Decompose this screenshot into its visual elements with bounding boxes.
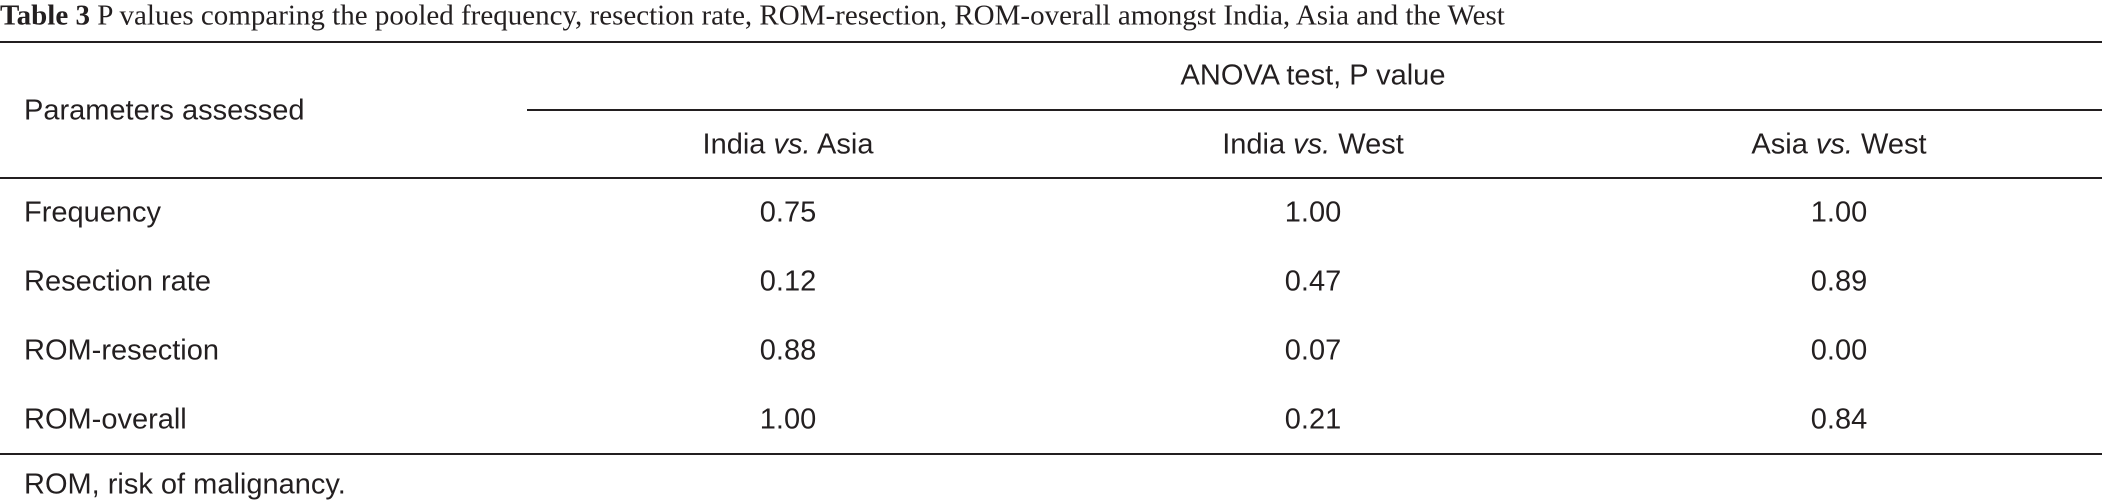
column-header-left: India [1222,128,1286,161]
row-label: ROM-resection [24,334,219,367]
column-header-right: West [1338,128,1404,161]
cell-value: 1.00 [759,403,817,436]
cell-value: 1.00 [1810,196,1868,229]
top-rule [0,41,2102,43]
caption-text: P values comparing the pooled frequency,… [97,0,1505,32]
group-header: ANOVA test, P value [1180,59,1446,92]
column-header: Asia vs. West [1751,128,1927,161]
footnote: ROM, risk of malignancy. [24,468,346,501]
table-caption: Table 3 P values comparing the pooled fr… [0,0,1505,32]
cell-value: 0.47 [1284,265,1342,298]
cell-value: 0.21 [1284,403,1342,436]
cell-value: 0.84 [1810,403,1868,436]
header-rule [0,177,2102,179]
caption-label: Table 3 [0,0,90,32]
column-header-em: vs. [1293,128,1331,161]
cell-value: 0.89 [1810,265,1868,298]
column-header-right: Asia [817,128,874,161]
group-rule [527,109,2102,111]
row-label: Frequency [24,196,162,229]
row-label: ROM-overall [24,403,187,436]
cell-value: 0.75 [759,196,817,229]
cell-value: 1.00 [1284,196,1342,229]
column-header-right: West [1861,128,1927,161]
column-header: India vs. West [1222,128,1404,161]
column-header-left: India [702,128,766,161]
column-header-left: Asia [1751,128,1808,161]
cell-value: 0.88 [759,334,817,367]
cell-value: 0.00 [1810,334,1868,367]
cell-value: 0.07 [1284,334,1342,367]
bottom-rule [0,453,2102,455]
cell-value: 0.12 [759,265,817,298]
row-header: Parameters assessed [24,94,305,127]
row-label: Resection rate [24,265,211,298]
column-header: India vs. Asia [702,128,874,161]
column-header-em: vs. [773,128,811,161]
column-header-em: vs. [1815,128,1853,161]
